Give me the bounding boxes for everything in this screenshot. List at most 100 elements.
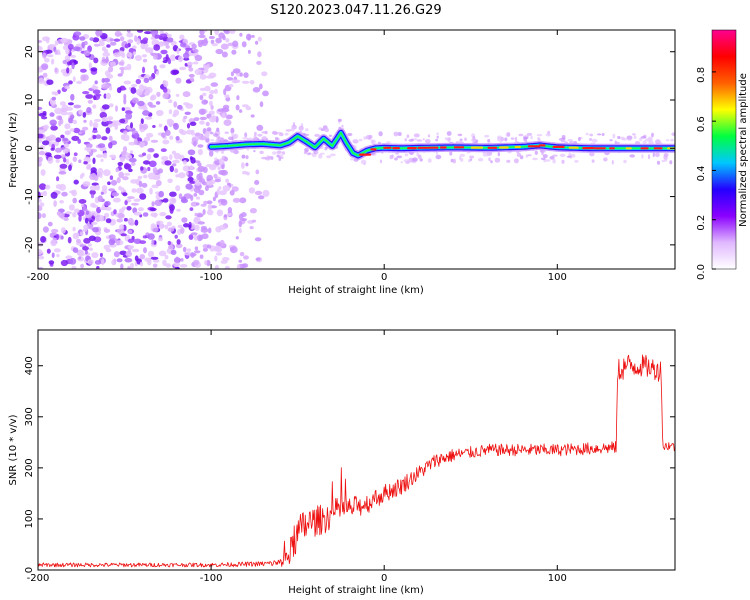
ridge-halo: [620, 136, 625, 140]
noise-blob: [105, 218, 112, 224]
noise-blob: [142, 235, 148, 239]
ridge-halo: [623, 159, 627, 164]
noise-blob: [242, 170, 248, 175]
ridge-halo: [330, 153, 336, 157]
ridge-halo: [469, 155, 474, 159]
noise-blob: [193, 61, 199, 65]
noise-blob: [38, 150, 46, 156]
noise-blob: [235, 104, 240, 111]
noise-blob: [147, 148, 155, 153]
noise-blob: [72, 232, 80, 240]
noise-blob: [189, 207, 194, 212]
noise-blob: [186, 61, 194, 66]
noise-blob: [53, 248, 61, 253]
noise-blob: [119, 156, 126, 163]
noise-blob: [78, 109, 83, 115]
noise-blob: [208, 93, 214, 100]
noise-blob: [193, 259, 200, 265]
noise-blob: [66, 67, 70, 74]
noise-blob: [119, 36, 125, 42]
noise-blob: [223, 88, 227, 96]
noise-blob: [153, 54, 158, 60]
noise-blob: [149, 207, 157, 212]
spectrogram-ylabel: Frequency (Hz): [8, 112, 19, 188]
ridge-halo: [497, 137, 501, 142]
ridge-halo: [314, 133, 320, 137]
noise-blob: [177, 104, 183, 110]
noise-blob: [174, 234, 178, 239]
noise-blob: [112, 197, 121, 203]
noise-blob: [59, 163, 68, 169]
noise-blob: [68, 117, 74, 124]
ridge-halo: [452, 158, 456, 164]
noise-blob: [211, 43, 218, 47]
noise-blob: [81, 41, 85, 49]
noise-blob: [40, 236, 47, 243]
noise-blob: [194, 68, 202, 76]
noise-blob: [227, 207, 233, 214]
noise-blob: [92, 134, 97, 140]
noise-blob: [224, 94, 230, 98]
noise-blob: [236, 264, 241, 269]
noise-blob: [151, 239, 155, 245]
noise-blob: [254, 190, 263, 196]
noise-blob: [188, 224, 192, 229]
ridge-halo: [670, 138, 674, 142]
noise-blob: [143, 77, 150, 84]
ridge-halo: [482, 154, 489, 157]
noise-blob: [108, 135, 113, 142]
noise-blob: [172, 163, 177, 167]
ridge-halo: [472, 135, 476, 140]
noise-blob: [206, 178, 211, 182]
noise-blob: [191, 43, 197, 50]
noise-blob: [178, 193, 183, 200]
noise-blob: [84, 217, 89, 224]
noise-blob: [55, 184, 62, 190]
noise-blob: [225, 178, 230, 183]
noise-blob: [42, 36, 50, 42]
noise-blob: [72, 197, 77, 204]
noise-blob: [86, 107, 92, 114]
noise-blob: [241, 80, 250, 84]
noise-blob: [210, 105, 214, 110]
noise-blob: [80, 68, 87, 73]
noise-blob: [238, 259, 243, 263]
noise-blob: [82, 228, 88, 232]
ridge-halo: [324, 127, 329, 133]
noise-blob: [104, 206, 112, 211]
noise-blob: [197, 221, 205, 225]
noise-blob: [59, 101, 66, 106]
noise-blob: [108, 234, 116, 240]
noise-blob: [93, 57, 99, 64]
colorbar-tick-label: 0.2: [696, 215, 707, 231]
noise-blob: [131, 97, 139, 104]
noise-blob: [158, 190, 164, 198]
noise-blob: [70, 114, 74, 119]
noise-blob: [41, 116, 48, 120]
noise-blob: [123, 130, 128, 135]
ridge-halo: [220, 137, 224, 142]
noise-blob: [200, 225, 207, 230]
noise-blob: [159, 33, 168, 39]
noise-blob: [102, 104, 110, 110]
noise-blob: [254, 180, 260, 185]
ridge-halo: [424, 139, 431, 144]
noise-blob: [142, 212, 149, 217]
noise-blob: [215, 37, 222, 44]
noise-blob: [89, 189, 96, 195]
ridge-halo: [427, 134, 430, 138]
noise-blob: [230, 127, 235, 134]
noise-blob: [152, 167, 158, 174]
noise-blob: [126, 52, 133, 58]
noise-blob: [232, 68, 241, 74]
noise-blob: [193, 141, 197, 147]
noise-blob: [38, 255, 45, 260]
noise-blob: [130, 87, 137, 94]
noise-blob: [62, 148, 69, 154]
noise-blob: [185, 183, 193, 190]
noise-blob: [170, 249, 177, 255]
ridge-halo: [406, 134, 410, 139]
noise-blob: [187, 149, 196, 156]
noise-blob: [131, 162, 136, 166]
ridge-halo: [412, 157, 418, 162]
